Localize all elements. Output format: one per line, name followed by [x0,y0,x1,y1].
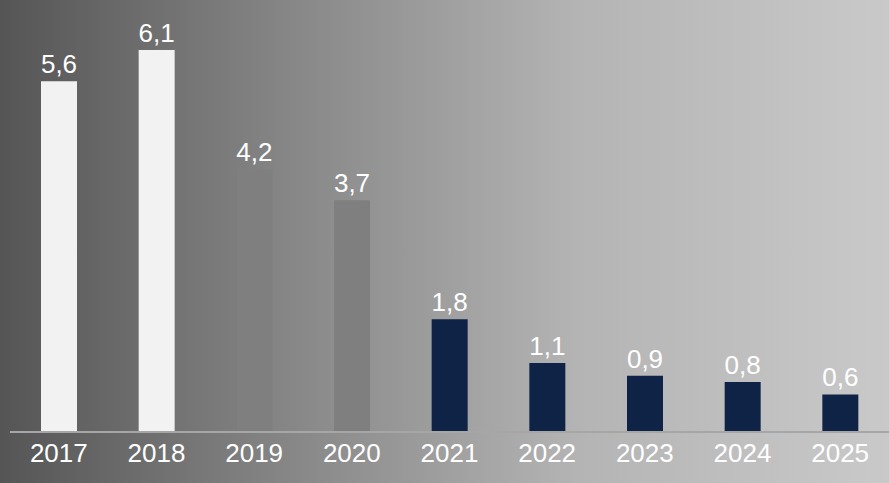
svg-text:2018: 2018 [128,438,186,468]
svg-text:2024: 2024 [714,438,772,468]
svg-text:2022: 2022 [518,438,576,468]
svg-text:4,2: 4,2 [236,137,272,167]
svg-text:5,6: 5,6 [41,49,77,79]
svg-text:0,8: 0,8 [725,350,761,380]
svg-text:2023: 2023 [616,438,674,468]
svg-text:6,1: 6,1 [139,18,175,48]
svg-text:1,1: 1,1 [529,331,565,361]
svg-text:1,8: 1,8 [432,287,468,317]
svg-text:0,9: 0,9 [627,344,663,374]
svg-text:2020: 2020 [323,438,381,468]
svg-text:2017: 2017 [30,438,88,468]
svg-text:2021: 2021 [421,438,479,468]
svg-text:2019: 2019 [225,438,283,468]
svg-text:3,7: 3,7 [334,168,370,198]
svg-text:2025: 2025 [811,438,869,468]
svg-text:0,6: 0,6 [822,362,858,392]
